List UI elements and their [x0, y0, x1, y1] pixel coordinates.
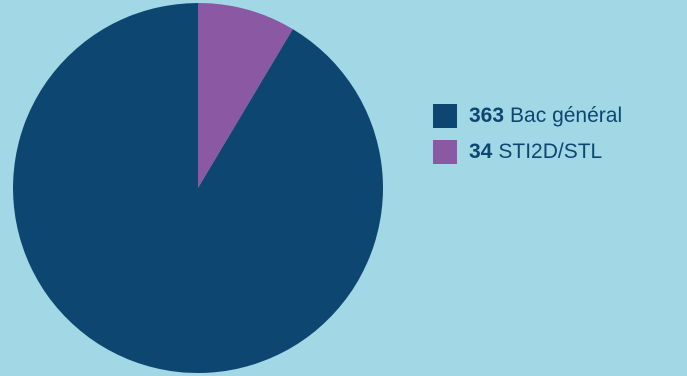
legend-swatch-bac-general [433, 104, 457, 128]
legend-item-bac-general: 363 Bac général [433, 104, 622, 128]
legend-value-bac-general: 363 [469, 104, 505, 127]
legend-swatch-sti2d-stl [433, 140, 457, 164]
pie-chart [13, 3, 383, 373]
legend: 363 Bac général 34 STI2D/STL [433, 104, 622, 176]
legend-value-sti2d-stl: 34 [469, 140, 493, 163]
legend-item-sti2d-stl: 34 STI2D/STL [433, 140, 622, 164]
pie-slice-sti2d-stl [198, 3, 293, 188]
legend-label-bac-general: Bac général [510, 104, 623, 127]
legend-label-sti2d-stl: STI2D/STL [498, 140, 603, 163]
